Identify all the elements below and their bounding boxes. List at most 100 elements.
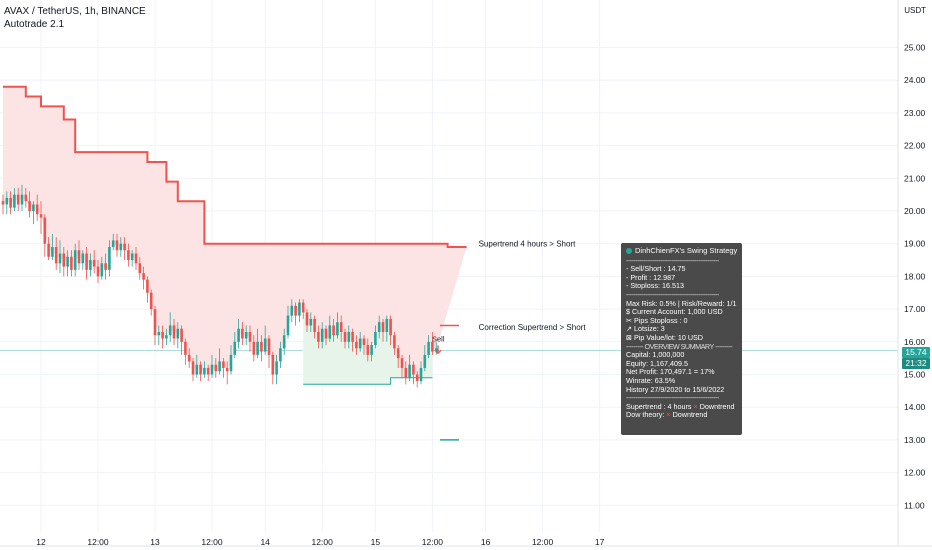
- candle-body: [70, 256, 73, 270]
- sell-arrow-icon: [434, 345, 442, 355]
- supertrend-fill: [3, 86, 467, 378]
- candle-body: [389, 318, 392, 336]
- x-tick-label: 13: [150, 537, 160, 547]
- supertrend-label: Supertrend 4 hours > Short: [479, 240, 577, 249]
- candle-body: [92, 260, 96, 267]
- summary-line: Net Profit: 170,497.1 = 17%: [626, 368, 715, 377]
- candle-body: [305, 312, 309, 326]
- candle-body: [374, 331, 377, 346]
- candle-body: [146, 279, 149, 293]
- candle-body: [127, 250, 130, 261]
- candle-body: [313, 318, 316, 332]
- candle-body: [355, 341, 358, 349]
- candle-body: [16, 194, 20, 205]
- candle-body: [58, 253, 62, 264]
- y-tick-label: 12.00: [904, 468, 926, 478]
- candle-body: [366, 345, 370, 355]
- candle-body: [294, 305, 297, 316]
- candle-body: [47, 243, 50, 257]
- candle-body: [184, 341, 187, 355]
- candle-body: [108, 246, 111, 270]
- candle-body: [165, 335, 168, 339]
- candle-body: [328, 325, 332, 339]
- x-tick-label: 17: [595, 537, 605, 547]
- candle-body: [241, 328, 244, 339]
- summary-line: History 27/9/2020 to 15/6/2022: [626, 385, 725, 394]
- candle-body: [149, 292, 153, 310]
- indicator-name[interactable]: Autotrade 2.1: [4, 19, 65, 30]
- x-tick-label: 12:00: [532, 537, 554, 547]
- candle-body: [203, 367, 206, 375]
- candle-body: [32, 204, 35, 211]
- summary-line: Equity: 1,167,409.5: [626, 359, 688, 368]
- candle-body: [358, 338, 362, 349]
- x-tick-label: 14: [260, 537, 270, 547]
- candle-body: [180, 328, 183, 342]
- candle-body: [195, 364, 199, 375]
- candle-body: [412, 364, 415, 375]
- candle-body: [111, 240, 115, 247]
- candle-body: [210, 364, 214, 375]
- risk-line: Max Risk: 0.5% | Risk/Reward: 1/1: [626, 299, 737, 308]
- x-tick-label: 12:00: [201, 537, 223, 547]
- candle-body: [275, 361, 278, 375]
- candle-body: [66, 256, 69, 267]
- candle-body: [336, 322, 339, 336]
- candle-body: [339, 322, 343, 332]
- candle-body: [73, 250, 77, 270]
- candle-body: [267, 338, 271, 355]
- candle-body: [172, 325, 176, 339]
- sell-label: Sell: [432, 334, 445, 343]
- candle-body: [381, 322, 385, 332]
- candle-body: [400, 358, 404, 368]
- candle-body: [431, 341, 434, 352]
- candle-body: [263, 338, 267, 352]
- candle-body: [415, 374, 419, 382]
- correction-label: Correction Supertrend > Short: [479, 323, 587, 332]
- candle-body: [104, 263, 107, 270]
- candle-body: [39, 214, 43, 218]
- candle-body: [252, 341, 256, 355]
- candle-body: [206, 367, 210, 375]
- candle-body: [393, 335, 396, 349]
- candle-body: [396, 348, 400, 359]
- y-tick-label: 18.00: [904, 271, 926, 281]
- summary-line: Capital: 1,000,000: [626, 351, 685, 360]
- candle-body: [301, 302, 305, 313]
- y-tick-label: 21.00: [904, 173, 926, 183]
- candle-body: [35, 204, 39, 215]
- candle-body: [115, 240, 119, 251]
- candle-body: [28, 201, 31, 211]
- y-tick-label: 23.00: [904, 108, 926, 118]
- info-separator: ----------------------------------------…: [626, 394, 719, 403]
- signal-markers: Sell: [432, 334, 445, 355]
- axes: 11.00 12.00 13.00 14.00 15.00 16.00 17.00 18.00…: [36, 0, 926, 547]
- symbol-title[interactable]: AVAX / TetherUS, 1h, BINANCE: [4, 6, 146, 17]
- candle-body: [199, 364, 202, 375]
- y-tick-label: 19.00: [904, 239, 926, 249]
- candle-body: [282, 335, 286, 349]
- candle-body: [404, 367, 408, 378]
- strategy-info-panel: DinhChienFX's Swing Strategy -----------…: [621, 243, 742, 435]
- candle-body: [408, 364, 411, 378]
- candle-body: [62, 253, 66, 267]
- trade-line: - Sell/Short : 14.75: [626, 265, 686, 274]
- y-tick-label: 22.00: [904, 141, 926, 151]
- candle-body: [85, 253, 88, 270]
- candle-body: [377, 322, 381, 332]
- x-tick-label: 12:00: [312, 537, 334, 547]
- summary-line: Winrate: 63.5%: [626, 376, 676, 385]
- candle-body: [176, 328, 180, 339]
- candle-body: [130, 253, 134, 261]
- candle-body: [320, 328, 324, 342]
- supertrend-4h-line: [3, 85, 467, 248]
- trend-line-supertrend: Supertrend : 4 hours × Downtrend: [626, 402, 735, 411]
- trend-line-dow: Dow theory: × Downtrend: [626, 411, 708, 420]
- risk-line: ↗ Lotsize: 3: [626, 325, 665, 334]
- x-tick-label: 12:00: [87, 537, 109, 547]
- candle-body: [96, 266, 100, 277]
- candle-body: [89, 260, 92, 270]
- candle-body: [256, 341, 259, 355]
- y-tick-label: 17.00: [904, 304, 926, 314]
